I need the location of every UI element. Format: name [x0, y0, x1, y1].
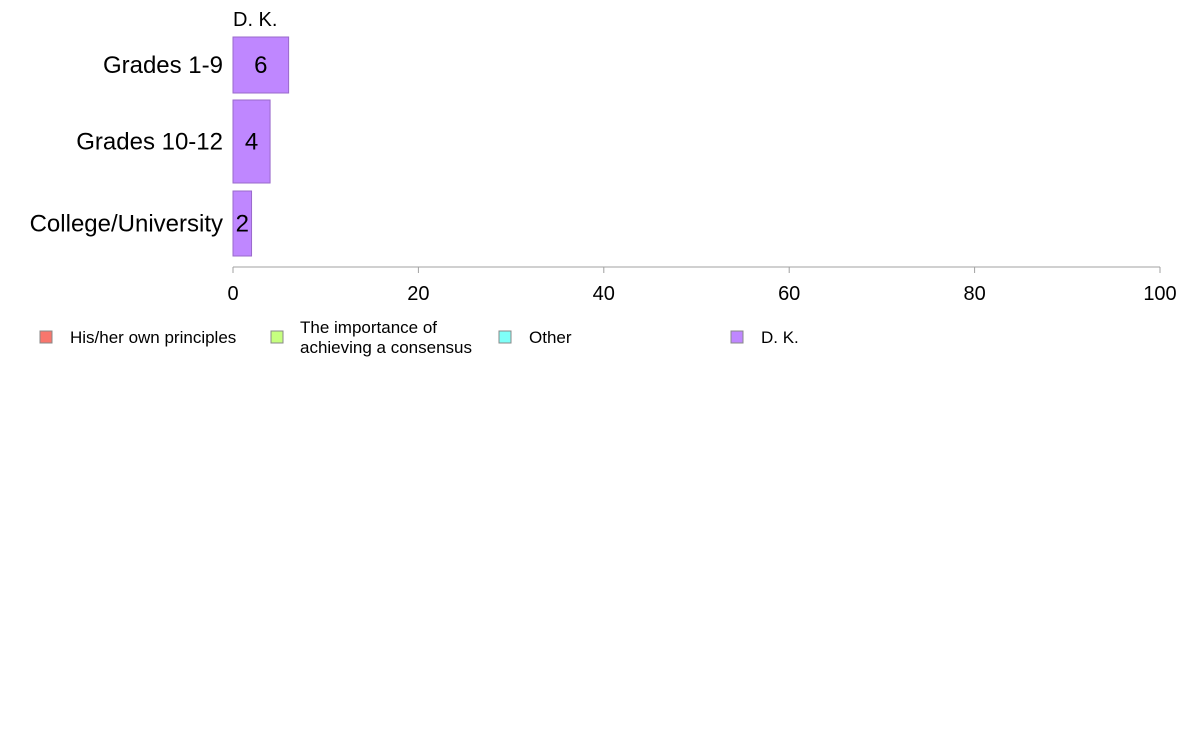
x-tick-label: 80 — [963, 283, 985, 305]
bar — [232, 99, 271, 184]
x-axis: 0 20 40 60 80 100 — [227, 266, 1177, 305]
bar — [232, 36, 290, 94]
legend-label: D. K. — [761, 328, 799, 347]
x-tick-label: 0 — [227, 283, 238, 305]
category-label: Grades 10-12 — [76, 129, 223, 156]
bar-data-label: 4 — [245, 129, 258, 156]
legend-swatch — [498, 330, 512, 344]
legend-swatch — [730, 330, 744, 344]
bar-data-label: 6 — [254, 52, 267, 79]
bar-data-label: 2 — [236, 211, 249, 238]
x-tick-label: 40 — [593, 283, 615, 305]
x-tick-label: 60 — [778, 283, 800, 305]
bar — [232, 190, 253, 257]
legend-label: The importance of achieving a consensus — [300, 318, 472, 357]
column-title: D. K. — [233, 9, 277, 31]
category-labels: Grades 1-9 Grades 10-12 College/University — [30, 52, 223, 238]
legend-label: His/her own principles — [70, 328, 236, 347]
category-label: Grades 1-9 — [103, 52, 223, 79]
legend-label: Other — [529, 328, 572, 347]
x-tick-label: 100 — [1143, 283, 1176, 305]
x-tick-label: 20 — [407, 283, 429, 305]
bars: 6 4 2 — [232, 36, 290, 257]
legend: His/her own principles The importance of a… — [39, 318, 799, 357]
legend-swatch — [270, 330, 284, 344]
legend-swatch — [39, 330, 53, 344]
category-label: College/University — [30, 211, 223, 238]
